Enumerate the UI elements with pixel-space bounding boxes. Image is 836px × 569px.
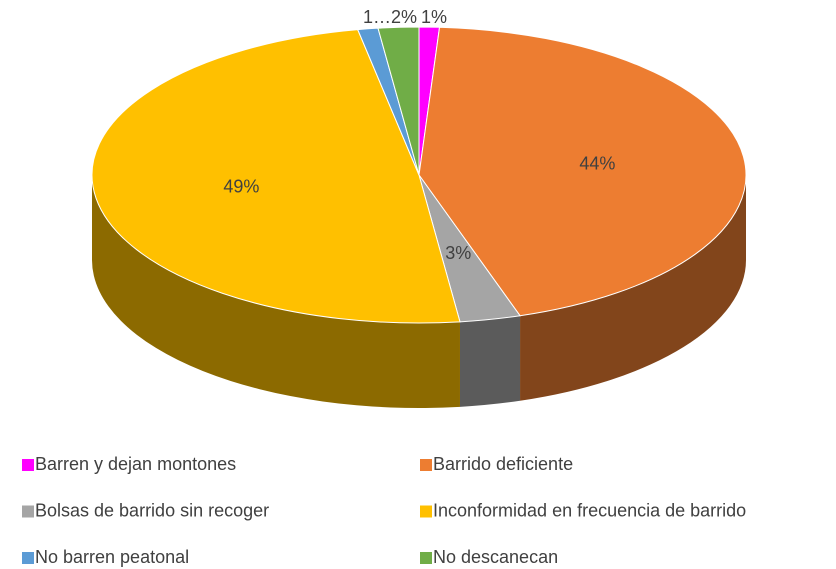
legend: Barren y dejan montones Barrido deficient…	[22, 454, 746, 567]
data-label: 1…	[363, 7, 391, 27]
data-label: 44%	[579, 154, 615, 174]
legend-swatch	[22, 505, 34, 518]
data-label: 3%	[445, 243, 471, 263]
pie-side	[459, 315, 521, 407]
pie-slice	[91, 29, 461, 324]
pie-slice	[377, 26, 420, 176]
pie-side	[520, 175, 746, 401]
legend-label: Barren y dejan montones	[35, 454, 236, 474]
data-label: 2%	[391, 7, 417, 27]
pie-side	[92, 175, 460, 408]
legend-swatch	[22, 552, 34, 564]
data-label: 1%	[421, 7, 447, 27]
legend-swatch	[420, 552, 432, 564]
legend-label: Barrido deficiente	[433, 454, 573, 474]
legend-label: No barren peatonal	[35, 547, 189, 567]
legend-label: Inconformidad en frecuencia de barrido	[433, 500, 746, 520]
legend-label: Bolsas de barrido sin recoger	[35, 500, 269, 520]
legend-swatch	[420, 459, 432, 471]
legend-swatch	[22, 459, 34, 471]
legend-swatch	[420, 505, 432, 518]
legend-label: No descanecan	[433, 547, 558, 567]
data-label: 49%	[223, 176, 259, 196]
pie-slice	[418, 26, 747, 317]
